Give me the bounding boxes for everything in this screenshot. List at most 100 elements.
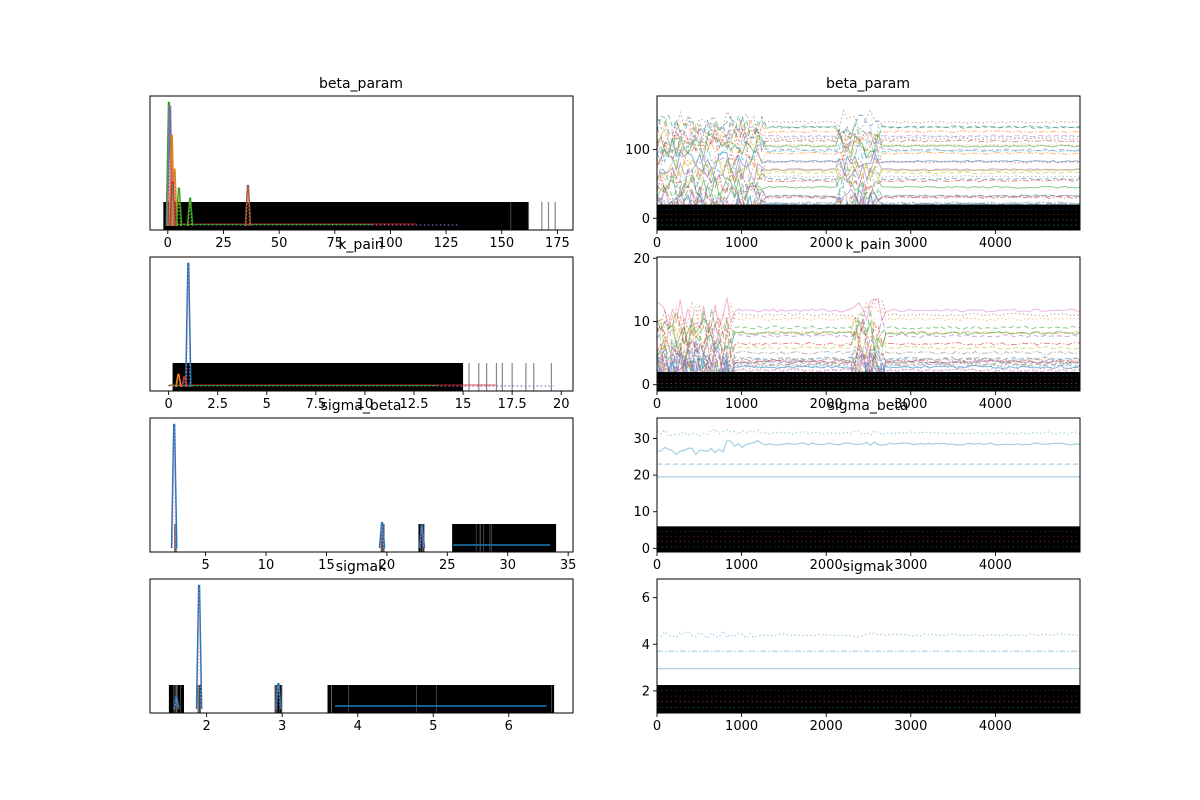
x-tick-label: 3000 [894, 397, 927, 412]
x-tick-label: 25 [439, 558, 456, 573]
dense-band [657, 526, 1080, 552]
y-tick-label: 30 [633, 432, 650, 447]
trace-line [657, 157, 1080, 183]
y-tick-label: 10 [633, 505, 650, 520]
x-tick-label: 7.5 [306, 397, 327, 412]
y-tick-label: 4 [642, 638, 650, 653]
axes-frame [149, 256, 574, 392]
axes-frame [656, 256, 1081, 392]
x-tick-label: 2000 [810, 236, 843, 251]
x-tick-label: 0 [164, 236, 172, 251]
trace-line [657, 122, 1080, 149]
axes-frame [656, 578, 1081, 714]
trace-line [657, 346, 1080, 385]
x-tick-label: 3000 [894, 558, 927, 573]
plot-area [168, 584, 555, 713]
subplot-title: beta_param [826, 76, 910, 92]
kde-peak [244, 184, 252, 227]
x-tick-label: 0 [165, 397, 173, 412]
subplot-sigmak-trace: 0 1000 2000 3000 4000 2 4 6 sigmak [642, 559, 1081, 734]
x-tick-label: 20 [553, 397, 570, 412]
kde-peak [275, 683, 282, 710]
axes-frame [656, 95, 1081, 231]
kde-peak [176, 376, 181, 388]
x-tick-label: 5 [201, 558, 209, 573]
rug-cluster [418, 524, 425, 552]
trace-line [657, 184, 1080, 210]
kde-peak [172, 171, 177, 227]
x-tick-label: 15 [318, 558, 335, 573]
trace-line [657, 167, 1080, 194]
x-tick-label: 30 [499, 558, 516, 573]
kde-peak [173, 695, 180, 710]
plot-area [657, 629, 1080, 713]
x-tick-label: 4 [354, 719, 362, 734]
x-tick-label: 35 [560, 558, 577, 573]
x-tick-label: 10 [357, 397, 374, 412]
x-tick-label: 150 [489, 236, 514, 251]
subplot-title: sigma_beta [828, 398, 909, 414]
plot-area [163, 101, 556, 230]
x-tick-label: 175 [545, 236, 570, 251]
y-tick-label: 20 [633, 252, 650, 267]
kde-peak [169, 181, 177, 227]
rug-cluster [327, 685, 555, 713]
trace-line [657, 147, 1080, 174]
x-tick-label: 100 [378, 236, 403, 251]
x-tick-label: 2.5 [207, 397, 228, 412]
trace-line [657, 352, 1080, 389]
y-tick-label: 0 [642, 378, 650, 393]
trace-line [657, 128, 1080, 155]
subplot-k-pain-trace: 0 1000 2000 3000 4000 0 10 20 k_pain [633, 237, 1081, 412]
x-tick-label: 10 [258, 558, 275, 573]
dense-band [657, 372, 1080, 391]
subplot-title: sigmak [336, 559, 387, 575]
rug-band [163, 202, 529, 230]
x-tick-label: 1000 [725, 719, 758, 734]
kde-peak [171, 168, 178, 227]
kde-peak [187, 200, 193, 227]
subplot-sigma-beta-kde: 5 10 15 20 25 30 35 sigma_beta [149, 398, 577, 573]
trace-line [657, 166, 1080, 193]
y-tick-label: 0 [642, 212, 650, 227]
axes-frame [149, 417, 574, 553]
kde-peak [175, 373, 182, 388]
x-tick-label: 5 [429, 719, 437, 734]
kde-peak [276, 685, 281, 710]
plot-area [657, 428, 1080, 552]
x-tick-label: 4000 [979, 236, 1012, 251]
trace-line [657, 132, 1080, 160]
trace-line [657, 114, 1080, 140]
kde-peak [176, 190, 182, 227]
trace-line [657, 136, 1080, 164]
x-tick-label: 3000 [894, 236, 927, 251]
x-tick-label: 2000 [810, 719, 843, 734]
x-tick-label: 125 [434, 236, 459, 251]
x-tick-label: 3000 [894, 719, 927, 734]
kde-peak [181, 376, 188, 388]
subplot-title: sigma_beta [321, 398, 402, 414]
x-tick-label: 4000 [979, 397, 1012, 412]
kde-peak [174, 698, 179, 710]
kde-peak [184, 262, 192, 388]
y-tick-label: 100 [625, 143, 650, 158]
subplot-title: k_pain [338, 237, 383, 253]
kde-peak [175, 187, 183, 227]
x-tick-label: 2000 [810, 397, 843, 412]
x-tick-label: 4000 [979, 719, 1012, 734]
axes-frame [149, 578, 574, 714]
subplot-sigma-beta-trace: 0 1000 2000 3000 4000 0 10 20 30 sigma_beta [633, 398, 1081, 573]
x-tick-label: 2 [203, 719, 211, 734]
x-tick-label: 1000 [725, 558, 758, 573]
x-tick-label: 5 [263, 397, 271, 412]
trace-line [657, 120, 1080, 145]
trace-line [657, 334, 1080, 372]
subplot-k-pain-kde: 0 2.5 5 7.5 10 12.5 15 17.5 20 k_pain [149, 237, 574, 412]
trace-line [657, 328, 1080, 368]
trace-line [657, 137, 1080, 164]
subplot-title: k_pain [845, 237, 890, 253]
x-tick-label: 15 [455, 397, 472, 412]
x-tick-label: 25 [215, 236, 232, 251]
x-tick-label: 0 [653, 397, 661, 412]
trace-line [657, 309, 1080, 345]
